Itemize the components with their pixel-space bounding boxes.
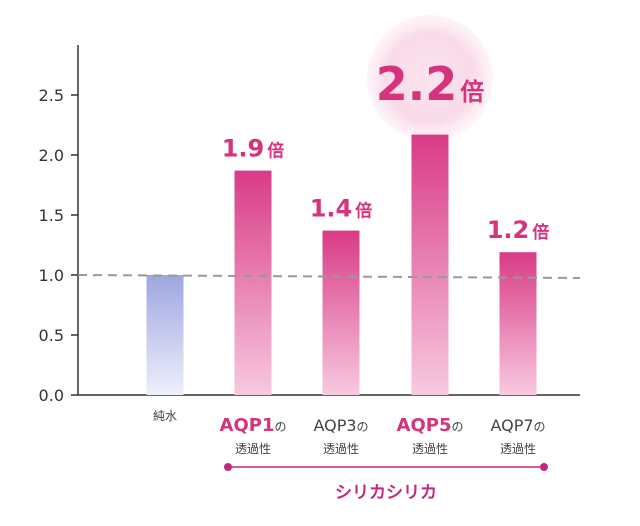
group-bracket-dot-left	[224, 463, 232, 471]
data-label-value: 1.9	[222, 135, 265, 163]
bar-aqp1	[234, 170, 272, 395]
bar-aqp3	[322, 230, 360, 395]
y-tick-label: 0.0	[39, 386, 64, 405]
category-suffix: の	[451, 420, 463, 434]
data-label-unit: 倍	[460, 78, 484, 106]
category-sub-label: 透過性	[235, 442, 271, 456]
y-tick-label: 1.0	[39, 266, 64, 285]
data-label: 2.2 倍	[376, 57, 485, 111]
y-tick-label: 1.5	[39, 206, 64, 225]
group-bracket-dot-right	[540, 463, 548, 471]
bar-純水	[146, 275, 184, 395]
category-label: 純水	[153, 409, 177, 423]
category-name: AQP5	[397, 415, 452, 436]
category-sub-label: 透過性	[323, 442, 359, 456]
data-label-unit: 倍	[355, 201, 372, 222]
category-label: AQP1の	[220, 415, 287, 436]
category-suffix: の	[534, 420, 546, 434]
data-label-unit: 倍	[532, 222, 549, 243]
bar-aqp5	[411, 134, 449, 395]
y-tick-label: 2.0	[39, 146, 64, 165]
category-label: AQP7の	[490, 416, 545, 435]
data-label: 1.4 倍	[310, 195, 373, 223]
bar-aqp7	[499, 252, 537, 395]
category-name: AQP1	[220, 415, 275, 436]
data-label-value: 1.4	[310, 195, 353, 223]
category-sub-label: 透過性	[500, 442, 536, 456]
data-label-value: 1.2	[487, 216, 530, 244]
category-suffix: の	[357, 420, 369, 434]
data-label-value: 2.2	[376, 57, 458, 111]
data-label: 1.9 倍	[222, 135, 285, 163]
y-tick-label: 2.5	[39, 86, 64, 105]
category-label: AQP3の	[313, 416, 368, 435]
category-sub-label: 透過性	[412, 442, 448, 456]
data-label-unit: 倍	[267, 141, 284, 162]
reference-line	[77, 274, 581, 279]
category-name: AQP3	[313, 416, 356, 435]
group-label: シリカシリカ	[335, 483, 437, 503]
data-label: 1.2 倍	[487, 216, 550, 244]
category-name: AQP7	[490, 416, 533, 435]
highlight-circle	[367, 15, 493, 141]
category-suffix: の	[274, 420, 286, 434]
y-tick-label: 0.5	[39, 326, 64, 345]
category-label: AQP5の	[397, 415, 464, 436]
